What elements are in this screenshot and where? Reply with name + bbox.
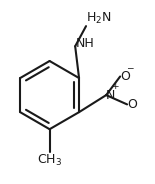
- Text: CH$_3$: CH$_3$: [37, 153, 62, 168]
- Text: +: +: [111, 82, 119, 91]
- Text: O: O: [127, 98, 137, 111]
- Text: NH: NH: [76, 38, 95, 50]
- Text: O: O: [120, 70, 130, 83]
- Text: −: −: [126, 64, 133, 73]
- Text: N: N: [106, 89, 115, 102]
- Text: H$_2$N: H$_2$N: [86, 11, 112, 26]
